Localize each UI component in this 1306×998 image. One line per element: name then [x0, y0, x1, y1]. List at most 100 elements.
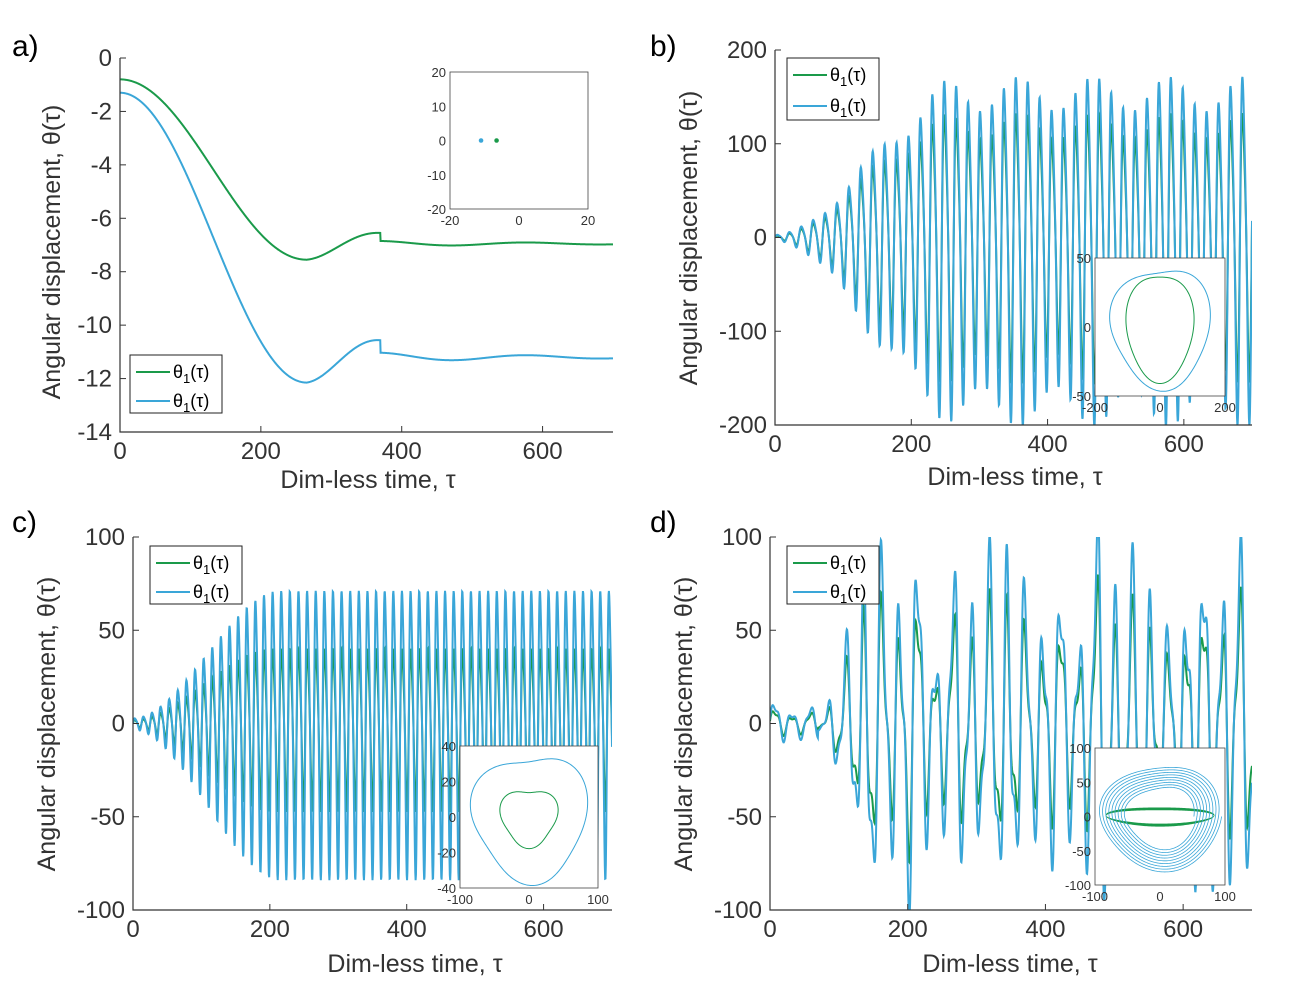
svg-text:Angular displacement, θ(τ): Angular displacement, θ(τ) [33, 577, 61, 872]
y-tick-label: 50 [735, 617, 762, 644]
inset-y-tick-label: -20 [437, 846, 456, 861]
y-tick-label: -14 [77, 419, 112, 446]
y-tick-label: -12 [77, 366, 112, 393]
inset-y-tick-label: 0 [1084, 810, 1091, 825]
inset-x-tick-label: -100 [1082, 889, 1108, 904]
inset-y-tick-label: -40 [437, 881, 456, 896]
inset-x-tick-label: -200 [1082, 400, 1108, 415]
x-tick-label: 0 [113, 438, 126, 465]
legend-box [149, 545, 243, 605]
series-line-1 [120, 78, 613, 261]
x-tick-label: 200 [888, 916, 928, 943]
inset-frame [1094, 257, 1226, 397]
x-axis-label-d: Dim-less time, τ [922, 950, 1097, 978]
legend: θ1(τ) θ1(τ) [786, 545, 880, 606]
inset-frame [1094, 747, 1226, 886]
inset-y-tick-label: 20 [442, 775, 456, 790]
x-tick-label: 600 [523, 438, 563, 465]
series-line-2 [133, 588, 612, 881]
series-line-2 [770, 537, 1252, 910]
legend-label: θ1(τ) [173, 362, 209, 386]
y-tick-label: 100 [722, 524, 762, 551]
inset-plot: -40 -20 0 20 40 -100 0 100 [437, 739, 609, 907]
x-tick-label: 600 [1164, 431, 1204, 458]
x-tick-label: 600 [524, 916, 564, 943]
inset-x-tick-label: 0 [1156, 400, 1163, 415]
y-tick-label: 0 [112, 711, 125, 738]
svg-text:Angular displacement, θ(τ): Angular displacement, θ(τ) [675, 91, 703, 386]
panel-label-b: b) [650, 30, 677, 63]
x-tick-label: 400 [382, 438, 422, 465]
y-tick-label: -100 [77, 897, 125, 924]
y-tick-label: 200 [727, 37, 767, 64]
y-tick-label: 100 [727, 131, 767, 158]
inset-trajectory [1109, 270, 1211, 392]
inset-trajectory [1125, 276, 1195, 385]
y-tick-label: -100 [719, 318, 767, 345]
y-tick-label: -6 [91, 205, 112, 232]
inset-x-tick-label: -20 [441, 213, 460, 228]
series-line-2 [120, 91, 613, 384]
series-line-2 [775, 76, 1252, 425]
inset-plot: -100 -50 0 50 100 -100 0 100 [1065, 741, 1236, 904]
legend-box [786, 57, 880, 121]
inset-x-tick-label: 100 [1214, 889, 1236, 904]
inset-x-tick-label: 0 [1156, 889, 1163, 904]
inset-y-tick-label: -20 [427, 202, 446, 217]
inset-trajectory [1099, 766, 1222, 873]
inset-y-tick-label: 0 [449, 810, 456, 825]
y-axis-label-d: Angular displacement, θ(τ) [670, 577, 698, 872]
plot-area-d: -100 -50 0 50 100 0 200 400 600 θ1(τ) θ1(τ) -100 -50… [714, 524, 1252, 943]
inset-frame [449, 71, 589, 210]
x-tick-label: 400 [1028, 431, 1068, 458]
x-axis-label-a: Dim-less time, τ [280, 466, 455, 494]
inset-y-tick-label: -10 [427, 168, 446, 183]
panel-b: b) Angular displacement, θ(τ) Dim-less t… [650, 30, 1252, 491]
y-tick-label: -8 [91, 259, 112, 286]
x-tick-label: 0 [763, 916, 776, 943]
legend: θ1(τ) θ1(τ) [149, 545, 243, 606]
inset-y-tick-label: 40 [442, 739, 456, 754]
panel-label-a: a) [12, 30, 39, 63]
inset-plot: -50 0 50 -200 0 200 [1072, 251, 1236, 415]
legend-label: θ1(τ) [173, 391, 209, 415]
legend: θ1(τ) θ1(τ) [129, 354, 223, 415]
x-tick-label: 0 [126, 916, 139, 943]
inset-trajectory [469, 758, 589, 886]
inset-x-tick-label: 0 [515, 213, 522, 228]
x-axis-label-b: Dim-less time, τ [927, 463, 1102, 491]
x-tick-label: 600 [1163, 916, 1203, 943]
inset-x-tick-label: 0 [525, 892, 532, 907]
panel-label-c: c) [12, 506, 37, 539]
inset-y-tick-label: 0 [439, 134, 446, 149]
plot-area-a: -14-12-10-8-6-4-200 200 400 600θ1(τ)θ1(τ)-2… [77, 45, 613, 465]
y-tick-label: -2 [91, 98, 112, 125]
inset-x-tick-label: -100 [447, 892, 473, 907]
x-tick-label: 200 [891, 431, 931, 458]
legend-label: θ1(τ) [830, 65, 866, 89]
panel-d: d) Angular displacement, θ(τ) Dim-less t… [650, 506, 1252, 978]
inset-y-tick-label: -100 [1065, 878, 1091, 893]
inset-x-tick-label: 200 [1214, 400, 1236, 415]
legend-label: θ1(τ) [830, 96, 866, 120]
panel-c: c) Angular displacement, θ(τ) Dim-less t… [12, 506, 612, 978]
legend-box [786, 545, 880, 605]
y-tick-label: 50 [98, 617, 125, 644]
inset-x-tick-label: 100 [587, 892, 609, 907]
y-tick-label: 0 [754, 225, 767, 252]
y-axis-label-b: Angular displacement, θ(τ) [675, 91, 703, 386]
legend-label: θ1(τ) [193, 553, 229, 577]
inset-plot: -20 -10 0 10 20 -20 0 20 [427, 65, 595, 228]
inset-point [494, 138, 499, 143]
legend-box [129, 354, 223, 414]
panel-a: a) Angular displacement, θ(τ) Dim-less t… [12, 30, 613, 494]
y-tick-label: 0 [749, 711, 762, 738]
y-tick-label: -10 [77, 312, 112, 339]
inset-y-tick-label: -50 [1072, 389, 1091, 404]
y-axis-label-a: Angular displacement, θ(τ) [38, 105, 66, 400]
x-tick-label: 0 [768, 431, 781, 458]
inset-y-tick-label: 50 [1077, 251, 1091, 266]
inset-y-tick-label: 10 [432, 99, 446, 114]
